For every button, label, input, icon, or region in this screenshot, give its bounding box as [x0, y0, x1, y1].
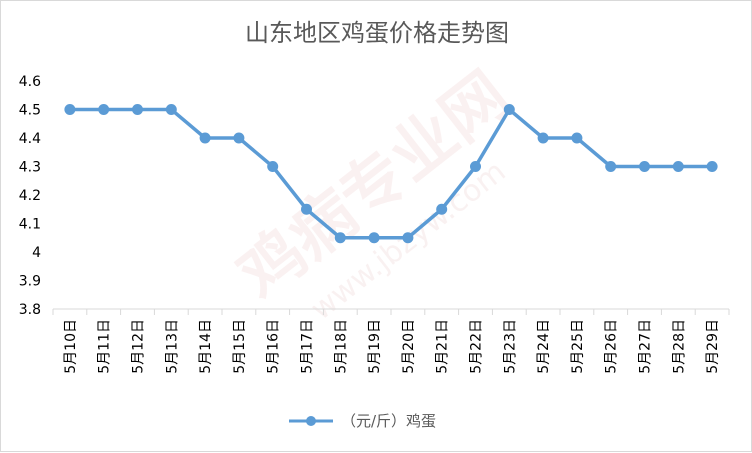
data-point: [503, 104, 515, 115]
y-tick-label: 4.3: [19, 160, 41, 176]
data-point: [470, 161, 481, 172]
data-point: [334, 232, 346, 244]
x-tick-label: 5月28日: [671, 319, 687, 374]
data-point: [537, 132, 549, 144]
y-tick-label: 4.1: [19, 217, 41, 233]
data-point: [301, 203, 312, 215]
data-point: [199, 132, 211, 144]
y-tick-label: 4: [32, 245, 41, 261]
y-tick-label: 3.8: [19, 302, 41, 318]
x-tick-label: 5月16日: [266, 319, 282, 374]
data-point: [402, 232, 414, 244]
x-tick-label: 5月26日: [604, 319, 620, 374]
x-tick-label: 5月19日: [367, 319, 383, 374]
x-tick-label: 5月20日: [401, 319, 417, 374]
legend-label: （元/斤）鸡蛋: [341, 412, 436, 430]
data-point: [605, 161, 617, 172]
y-axis: 3.8 3.9 4 4.1 4.2 4.3 4.4 4.5 4.6: [19, 74, 41, 318]
x-tick-label: 5月18日: [333, 319, 349, 374]
y-tick-label: 4.5: [19, 103, 41, 119]
data-point: [368, 232, 380, 244]
y-tick-label: 3.9: [19, 274, 41, 290]
data-point: [233, 132, 245, 144]
x-tick-label: 5月22日: [469, 319, 485, 374]
data-point: [132, 104, 143, 115]
x-tick-label: 5月23日: [502, 319, 518, 374]
x-tick-label: 5月25日: [570, 319, 586, 374]
data-point: [436, 203, 448, 215]
x-tick-label: 5月14日: [198, 319, 214, 374]
x-tick-label: 5月24日: [536, 319, 552, 374]
data-point: [706, 161, 718, 172]
data-point: [165, 104, 177, 115]
x-tick-label: 5月13日: [164, 319, 180, 374]
y-tick-label: 4.6: [19, 74, 41, 90]
data-point: [64, 104, 76, 115]
y-tick-label: 4.4: [19, 131, 41, 147]
x-tick-label: 5月10日: [63, 319, 79, 374]
data-point: [571, 132, 583, 144]
x-axis: 5月10日 5月11日 5月12日 5月13日 5月14日 5月15日 5月16日 5月17日…: [52, 308, 730, 374]
legend-marker-icon: [306, 416, 316, 426]
chart-title: 山东地区鸡蛋价格走势图: [245, 19, 509, 47]
data-point: [639, 161, 650, 172]
legend: （元/斤）鸡蛋: [289, 412, 436, 430]
series-line: [69, 107, 713, 240]
x-tick-label: 5月12日: [131, 319, 147, 374]
x-tick-label: 5月15日: [232, 319, 248, 374]
watermark: 鸡病专业网 www.jbzyw.com: [225, 58, 523, 327]
y-tick-label: 4.2: [19, 188, 41, 204]
x-tick-label: 5月21日: [435, 319, 451, 374]
x-tick-label: 5月11日: [97, 319, 113, 374]
x-tick-label: 5月27日: [638, 319, 654, 374]
data-point: [98, 104, 110, 115]
series-layer: [64, 104, 718, 244]
x-tick-label: 5月17日: [300, 319, 316, 374]
data-point: [267, 161, 279, 172]
x-tick-label: 5月29日: [705, 319, 721, 374]
data-point: [672, 161, 684, 172]
